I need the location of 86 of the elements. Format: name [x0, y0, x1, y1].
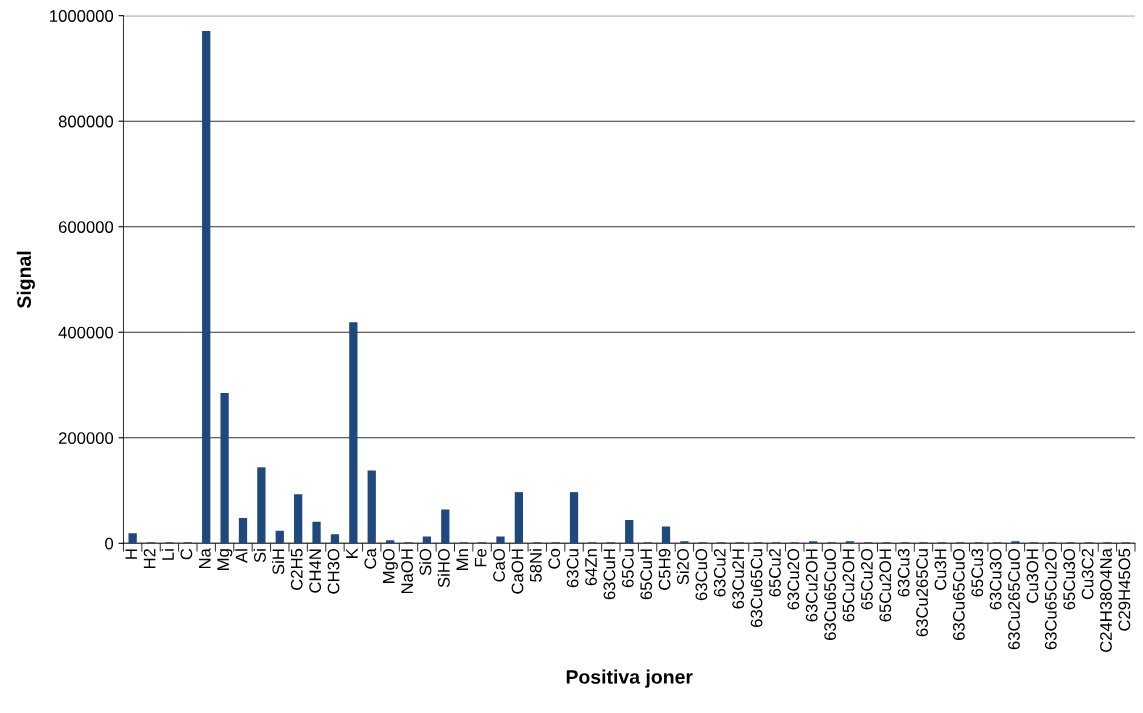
x-tick-label: MgO — [382, 548, 398, 583]
x-tick-label: 65Cu2 — [769, 549, 781, 597]
x-tick-label: CH3O — [327, 548, 340, 594]
x-tick-label: 65Cu2OH — [879, 549, 892, 622]
x-tick-label: Cu3OH — [1026, 549, 1039, 603]
x-tick-label: 63CuH — [603, 549, 616, 600]
x-tick-label: Cu3H — [934, 549, 947, 590]
bar — [661, 526, 671, 544]
x-tick-label: 65Cu3O — [1063, 548, 1076, 610]
x-tick-label: Mg — [217, 549, 233, 570]
x-tick-label: 63Cu3O — [989, 548, 1002, 610]
x-tick-label: K — [346, 548, 358, 558]
y-tick-label: 1000000 — [50, 10, 114, 22]
x-tick-label: 63Cu65CuO — [952, 548, 965, 640]
x-tick-label: H — [125, 549, 137, 559]
bar — [128, 533, 137, 544]
bar — [385, 540, 395, 544]
x-tick-label: H2 — [143, 549, 156, 569]
x-tick-label: SiH — [272, 549, 285, 575]
x-tick-label: 63CuO — [695, 548, 708, 601]
bar — [330, 534, 340, 544]
x-tick-label: 63Cu2OH — [805, 549, 818, 622]
bar — [220, 392, 229, 544]
x-tick-label: 63Cu3 — [897, 548, 910, 597]
x-tick-label: SiHO — [437, 548, 450, 588]
x-tick-label: CaO — [493, 548, 505, 582]
bar — [441, 509, 450, 544]
bar — [514, 492, 524, 544]
bar — [625, 520, 634, 544]
x-tick-label: Si — [253, 549, 266, 563]
bar — [275, 530, 284, 544]
x-tick-label: C5H9 — [658, 548, 671, 590]
x-tick-label: C2H5 — [290, 548, 303, 590]
y-axis-title: Signal — [16, 251, 35, 309]
x-tick-label: SiO — [419, 548, 432, 576]
bar — [496, 536, 505, 544]
x-tick-label: 63Cu — [566, 549, 579, 588]
x-axis-title: Positiva joner — [566, 669, 693, 688]
x-tick-label: C — [180, 548, 193, 560]
x-tick-label: Ca — [364, 548, 377, 569]
x-tick-label: 64Zn — [585, 549, 597, 586]
x-tick-label: 65Cu — [621, 549, 634, 588]
x-tick-label: C24H38O4Na — [1100, 548, 1112, 652]
x-tick-label: 63Cu265CuO — [1008, 548, 1020, 650]
x-tick-label: 63Cu2H — [732, 549, 745, 609]
bar — [238, 517, 248, 544]
y-tick-label: 800000 — [58, 115, 114, 128]
bar — [257, 467, 266, 544]
x-tick-label: CH4N — [309, 549, 322, 593]
x-tick-label: Li — [161, 549, 174, 560]
x-tick-label: 65Cu2O — [860, 548, 873, 610]
y-tick-label: 400000 — [58, 326, 114, 339]
bar — [349, 322, 358, 544]
bar — [294, 494, 303, 544]
x-tick-label: Mn — [456, 549, 468, 570]
x-tick-label: 65CuH — [640, 549, 653, 600]
x-tick-label: Fe — [474, 548, 487, 567]
bar — [367, 470, 376, 544]
bar — [809, 541, 818, 544]
x-tick-label: 65Cu3 — [971, 548, 984, 597]
x-tick-label: Si2O — [676, 548, 689, 585]
bar — [680, 541, 689, 544]
bar — [569, 492, 579, 544]
x-tick-label: C29H45O5 — [1118, 548, 1131, 631]
bar — [1011, 541, 1020, 544]
x-tick-label: 63Cu65CuO — [824, 548, 837, 640]
y-tick-label: 0 — [105, 537, 114, 550]
x-tick-label: 65Cu2OH — [842, 549, 855, 622]
x-tick-label: NaOH — [401, 549, 413, 594]
x-tick-label: 63Cu2O — [787, 548, 800, 610]
x-tick-label: 58Ni — [529, 549, 542, 582]
x-tick-label: Na — [199, 548, 211, 569]
bar — [202, 30, 211, 544]
x-tick-label: CaOH — [511, 549, 524, 594]
y-tick-label: 600000 — [58, 221, 114, 233]
x-tick-label: 63Cu2 — [713, 549, 726, 597]
y-tick-label: 200000 — [58, 432, 114, 444]
x-tick-label: 63Cu65Cu2O — [1044, 548, 1057, 650]
bar — [312, 521, 321, 544]
x-tick-label: 63Cu265Cu — [916, 549, 928, 637]
x-tick-label: Al — [235, 549, 248, 563]
x-tick-label: 63Cu65Cu — [750, 549, 763, 627]
bar — [845, 541, 855, 544]
x-tick-label: Cu3C2 — [1081, 549, 1094, 600]
bar — [422, 536, 432, 544]
x-tick-label: Co — [548, 548, 561, 569]
